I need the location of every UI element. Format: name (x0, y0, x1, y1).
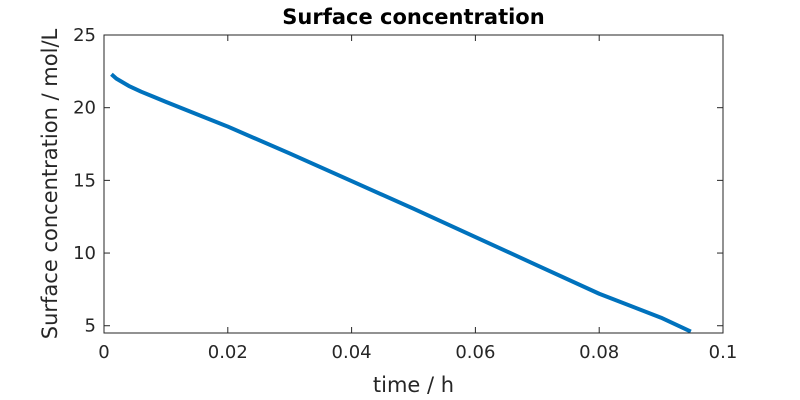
y-tick-label: 10 (73, 243, 96, 264)
y-axis-label: Surface concentration / mol/L (38, 28, 62, 339)
x-tick-label: 0.1 (709, 342, 738, 363)
y-tick-label: 25 (73, 25, 96, 46)
x-tick-label: 0.02 (208, 342, 248, 363)
y-tick-label: 15 (73, 170, 96, 191)
x-tick-label: 0 (98, 342, 109, 363)
series-line-0 (110, 72, 692, 334)
y-tick-label: 5 (85, 316, 96, 337)
plot-area (104, 35, 723, 333)
chart-title: Surface concentration (282, 5, 544, 29)
axes-box (103, 34, 724, 334)
x-tick-label: 0.08 (579, 342, 619, 363)
tick-layer: 0 0.02 0.04 0.06 0.08 0.1 5 10 15 20 25 (73, 25, 737, 363)
x-tick-label: 0.06 (455, 342, 495, 363)
x-axis-label: time / h (373, 373, 454, 397)
series-layer (110, 72, 692, 334)
y-tick-label: 20 (73, 98, 96, 119)
x-tick-label: 0.04 (332, 342, 372, 363)
